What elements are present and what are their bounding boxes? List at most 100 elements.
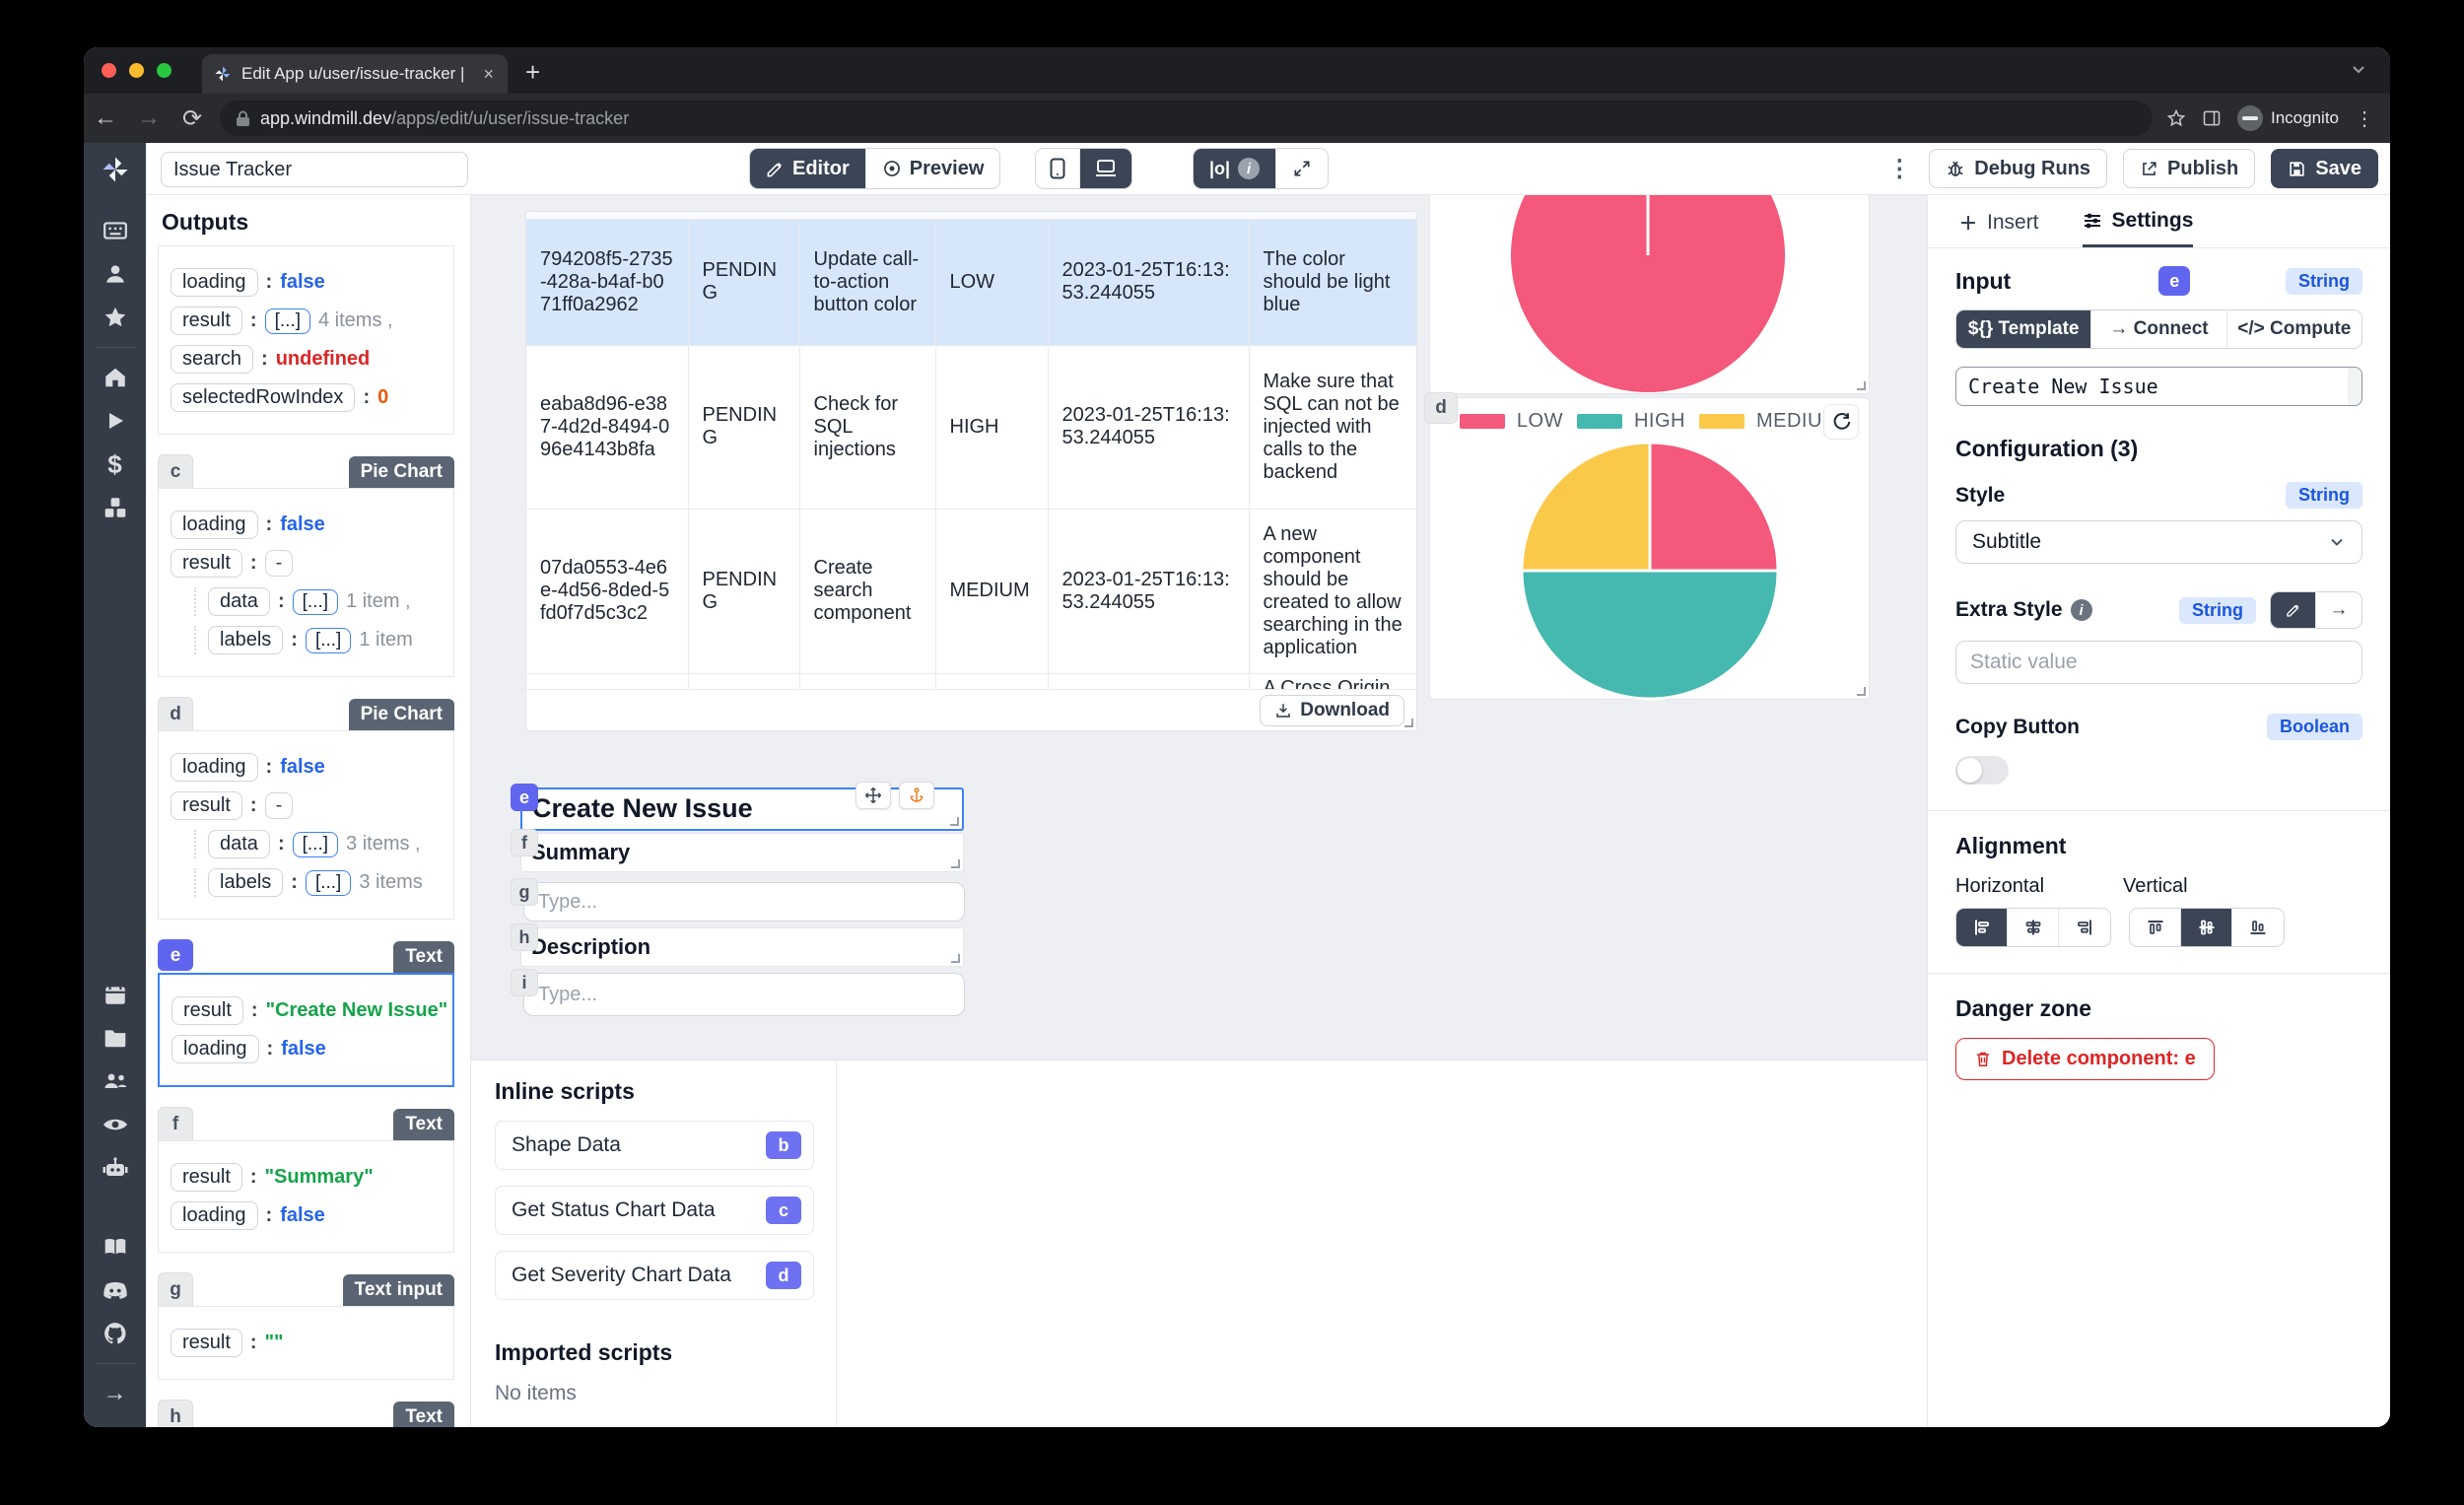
side-panel-icon[interactable] bbox=[2202, 108, 2222, 128]
output-key[interactable]: result bbox=[171, 307, 242, 335]
tab-insert[interactable]: Insert bbox=[1959, 209, 2039, 247]
extra-style-input[interactable] bbox=[1955, 641, 2362, 684]
output-component-body[interactable]: loading: false result: - data: [...] 3 items ,… bbox=[158, 730, 454, 920]
output-component-body[interactable]: loading: false result: - data: [...] 1 item ,l… bbox=[158, 488, 454, 677]
output-key[interactable]: result bbox=[171, 1163, 242, 1192]
play-icon[interactable] bbox=[84, 399, 146, 443]
align-right-button[interactable] bbox=[2059, 909, 2110, 946]
resize-handle[interactable] bbox=[1404, 718, 1413, 727]
output-component-body[interactable]: result: "Create New Issue" loading: false bbox=[158, 973, 454, 1087]
back-icon[interactable]: ← bbox=[94, 104, 117, 131]
output-key[interactable]: result bbox=[171, 791, 242, 820]
align-bottom-button[interactable] bbox=[2232, 909, 2284, 946]
github-icon[interactable] bbox=[84, 1312, 146, 1355]
close-tab-icon[interactable]: × bbox=[483, 63, 494, 84]
browser-tab[interactable]: Edit App u/user/issue-tracker | × bbox=[202, 54, 508, 94]
component-id-badge[interactable]: c bbox=[158, 454, 193, 488]
docs-book-icon[interactable] bbox=[84, 1225, 146, 1268]
output-key[interactable]: search bbox=[171, 345, 254, 374]
output-key[interactable]: labels bbox=[208, 626, 284, 654]
table-row[interactable]: 07da0553-4e6e-4d56-8ded-5fd0f7d5c3c2 PEND… bbox=[526, 509, 1416, 674]
save-button[interactable]: Save bbox=[2271, 149, 2378, 188]
app-name-input[interactable] bbox=[161, 152, 468, 187]
delete-component-button[interactable]: Delete component: e bbox=[1955, 1038, 2215, 1080]
compute-tab[interactable]: </> Compute bbox=[2226, 310, 2361, 348]
array-chip[interactable]: [...] bbox=[292, 831, 339, 857]
component-id-badge[interactable]: f bbox=[158, 1107, 193, 1140]
text-component-e[interactable]: Create New Issue bbox=[520, 782, 964, 831]
align-center-v-button[interactable] bbox=[2181, 909, 2232, 946]
home-icon[interactable] bbox=[84, 356, 146, 399]
desktop-view-button[interactable] bbox=[1080, 149, 1131, 188]
output-component-body[interactable]: result: "" bbox=[158, 1306, 454, 1380]
address-bar[interactable]: app.windmill.dev/apps/edit/u/user/issue-… bbox=[220, 101, 2153, 136]
output-component-body[interactable]: result: "Summary" loading: false bbox=[158, 1140, 454, 1253]
preview-mode-button[interactable]: Preview bbox=[865, 149, 1000, 188]
publish-button[interactable]: Publish bbox=[2123, 149, 2256, 188]
output-key[interactable]: loading bbox=[171, 511, 258, 539]
move-component-button[interactable] bbox=[856, 782, 891, 809]
output-key[interactable]: data bbox=[208, 830, 270, 858]
output-key[interactable]: loading bbox=[171, 753, 258, 782]
output-key[interactable]: result bbox=[171, 549, 242, 578]
output-key[interactable]: result bbox=[171, 996, 243, 1025]
browser-menu-icon[interactable]: ⋮ bbox=[2355, 107, 2374, 130]
users-icon[interactable] bbox=[84, 1060, 146, 1103]
connect-mode-button[interactable]: → bbox=[2316, 592, 2361, 628]
zoom-window-button[interactable] bbox=[157, 63, 171, 78]
template-tab[interactable]: ${} Template bbox=[1956, 310, 2092, 348]
refresh-chart-button[interactable] bbox=[1823, 404, 1859, 440]
more-options-icon[interactable]: ⋮ bbox=[1887, 155, 1912, 182]
output-key[interactable]: result bbox=[171, 1329, 242, 1357]
pie-chart-component-d[interactable]: d LOW HIGH MEDIUM bbox=[1424, 392, 1870, 701]
pie-chart-component-c[interactable] bbox=[1429, 195, 1870, 394]
anchor-component-button[interactable] bbox=[899, 782, 934, 809]
connect-tab[interactable]: → Connect bbox=[2091, 310, 2227, 348]
resize-handle[interactable] bbox=[1857, 687, 1866, 696]
star-icon[interactable] bbox=[84, 296, 146, 339]
user-icon[interactable] bbox=[84, 252, 146, 296]
legend-item[interactable]: LOW bbox=[1459, 410, 1563, 433]
align-center-h-button[interactable] bbox=[2008, 909, 2059, 946]
output-component-body[interactable]: loading: false result: [...] 4 items , search… bbox=[158, 245, 454, 435]
array-chip[interactable]: [...] bbox=[264, 308, 310, 334]
lock-icon[interactable] bbox=[236, 110, 250, 127]
component-id-badge-i[interactable]: i bbox=[511, 969, 538, 996]
minimize-window-button[interactable] bbox=[129, 63, 144, 78]
array-chip[interactable]: [...] bbox=[305, 869, 352, 896]
text-component-h[interactable]: Description bbox=[520, 927, 964, 967]
resize-handle[interactable] bbox=[1857, 381, 1866, 390]
download-button[interactable]: Download bbox=[1260, 694, 1404, 726]
calendar-icon[interactable] bbox=[84, 973, 146, 1016]
edit-mode-button[interactable] bbox=[2271, 592, 2316, 628]
editor-mode-button[interactable]: Editor bbox=[750, 149, 866, 188]
text-component-f[interactable]: Summary bbox=[520, 833, 964, 872]
forward-icon[interactable]: → bbox=[137, 104, 161, 131]
component-id-badge[interactable]: g bbox=[158, 1272, 193, 1306]
output-key[interactable]: selectedRowIndex bbox=[171, 383, 356, 412]
align-left-button[interactable] bbox=[1956, 909, 2008, 946]
resize-handle[interactable] bbox=[950, 817, 959, 826]
summary-input[interactable] bbox=[523, 882, 965, 922]
component-id-badge[interactable]: h bbox=[158, 1400, 193, 1427]
inline-script-item[interactable]: Get Severity Chart Data d bbox=[495, 1251, 814, 1300]
table-row[interactable]: 794208f5-2735-428a-b4af-b071ff0a2962 PEND… bbox=[526, 220, 1416, 346]
close-window-button[interactable] bbox=[102, 63, 116, 78]
fullscreen-button[interactable] bbox=[1276, 149, 1329, 188]
collapse-arrow-icon[interactable]: → bbox=[103, 1380, 127, 1406]
output-key[interactable]: labels bbox=[208, 868, 284, 897]
output-key[interactable]: loading bbox=[171, 1201, 258, 1230]
component-id-badge-f[interactable]: f bbox=[511, 829, 538, 856]
robot-icon[interactable] bbox=[84, 1146, 146, 1190]
discord-icon[interactable] bbox=[84, 1268, 146, 1312]
component-id-badge[interactable]: e bbox=[158, 939, 193, 971]
component-id-badge-g[interactable]: g bbox=[511, 878, 538, 906]
inline-script-item[interactable]: Get Status Chart Data c bbox=[495, 1186, 814, 1235]
tab-search-chevron-icon[interactable] bbox=[2351, 61, 2366, 77]
component-id-badge[interactable]: d bbox=[158, 697, 193, 730]
description-input[interactable] bbox=[523, 973, 965, 1016]
legend-item[interactable]: MEDIUM bbox=[1698, 410, 1839, 433]
inline-script-item[interactable]: Shape Data b bbox=[495, 1121, 814, 1170]
reload-icon[interactable]: ⟳ bbox=[181, 104, 203, 132]
windmill-logo[interactable] bbox=[84, 143, 146, 195]
